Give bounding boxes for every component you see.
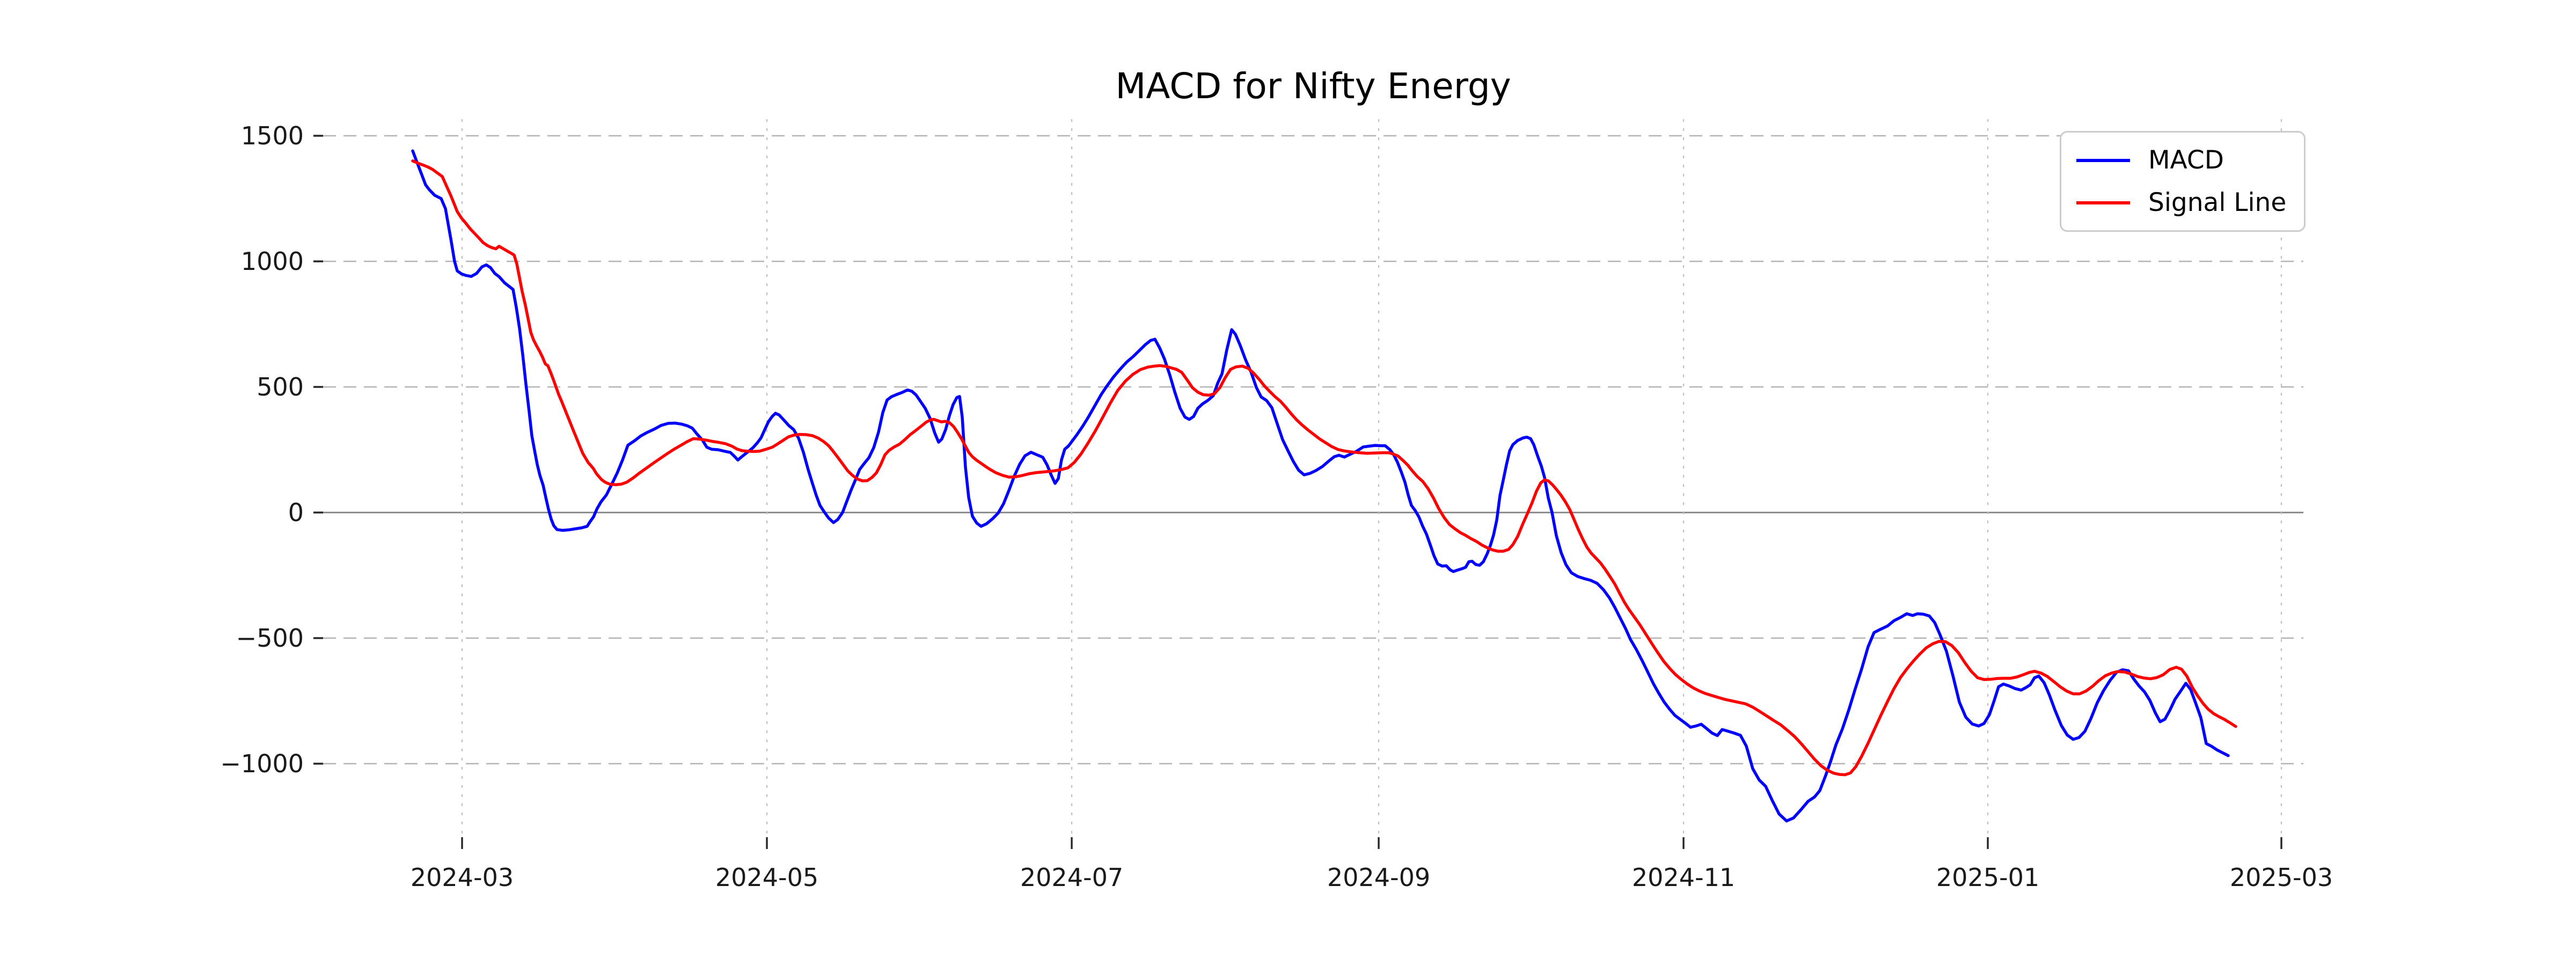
y-tick-label: 1000 <box>240 247 304 276</box>
x-tick-label: 2024-11 <box>1631 863 1736 892</box>
signal-line-swatch <box>2076 201 2130 204</box>
legend-item-macd: MACD <box>2076 145 2304 175</box>
macd-line-swatch <box>2076 158 2130 162</box>
legend: MACD Signal Line <box>2060 131 2306 232</box>
macd-line <box>411 149 2230 823</box>
chart-title: MACD for Nifty Energy <box>1115 65 1511 107</box>
y-tick-label: 500 <box>257 372 304 401</box>
legend-item-signal: Signal Line <box>2076 188 2304 217</box>
x-tick-label: 2025-03 <box>2229 863 2333 892</box>
y-tick-label: −1000 <box>220 749 304 778</box>
y-tick-label: 1500 <box>240 121 304 150</box>
y-tick-label: −500 <box>236 624 304 653</box>
signal-line <box>411 159 2237 777</box>
legend-label-macd: MACD <box>2148 145 2224 175</box>
legend-label-signal: Signal Line <box>2148 188 2287 217</box>
x-tick-label: 2024-03 <box>410 863 514 892</box>
x-tick-label: 2024-05 <box>715 863 819 892</box>
x-tick-label: 2024-07 <box>1020 863 1124 892</box>
x-tick-label: 2024-09 <box>1327 863 1431 892</box>
y-tick-label: 0 <box>288 498 304 527</box>
x-tick-label: 2025-01 <box>1936 863 2040 892</box>
